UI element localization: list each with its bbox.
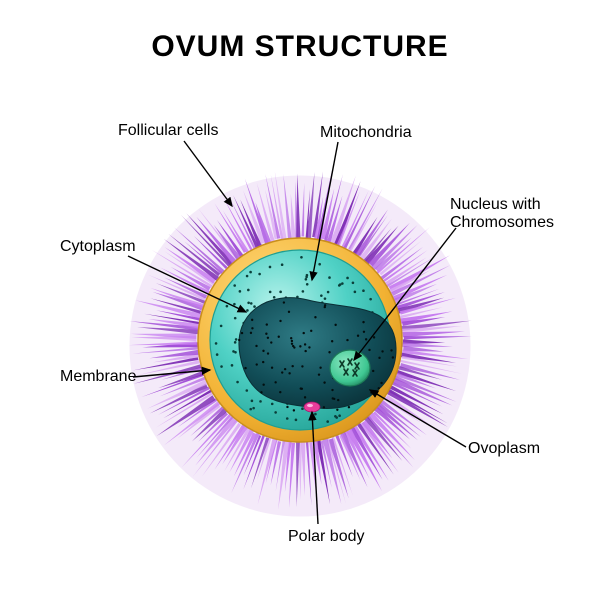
polar-body (304, 402, 320, 412)
label-mitochondria: Mitochondria (320, 124, 412, 142)
diagram-canvas: OVUM STRUCTURE (0, 0, 600, 600)
label-ovoplasm: Ovoplasm (468, 440, 540, 458)
label-follicular: Follicular cells (118, 122, 218, 140)
ovum-diagram (0, 0, 600, 600)
nucleus (330, 350, 370, 386)
label-nucleus: Nucleus with Chromosomes (450, 196, 554, 233)
label-polar: Polar body (288, 528, 365, 546)
label-cytoplasm: Cytoplasm (60, 238, 136, 256)
label-membrane: Membrane (60, 368, 136, 386)
